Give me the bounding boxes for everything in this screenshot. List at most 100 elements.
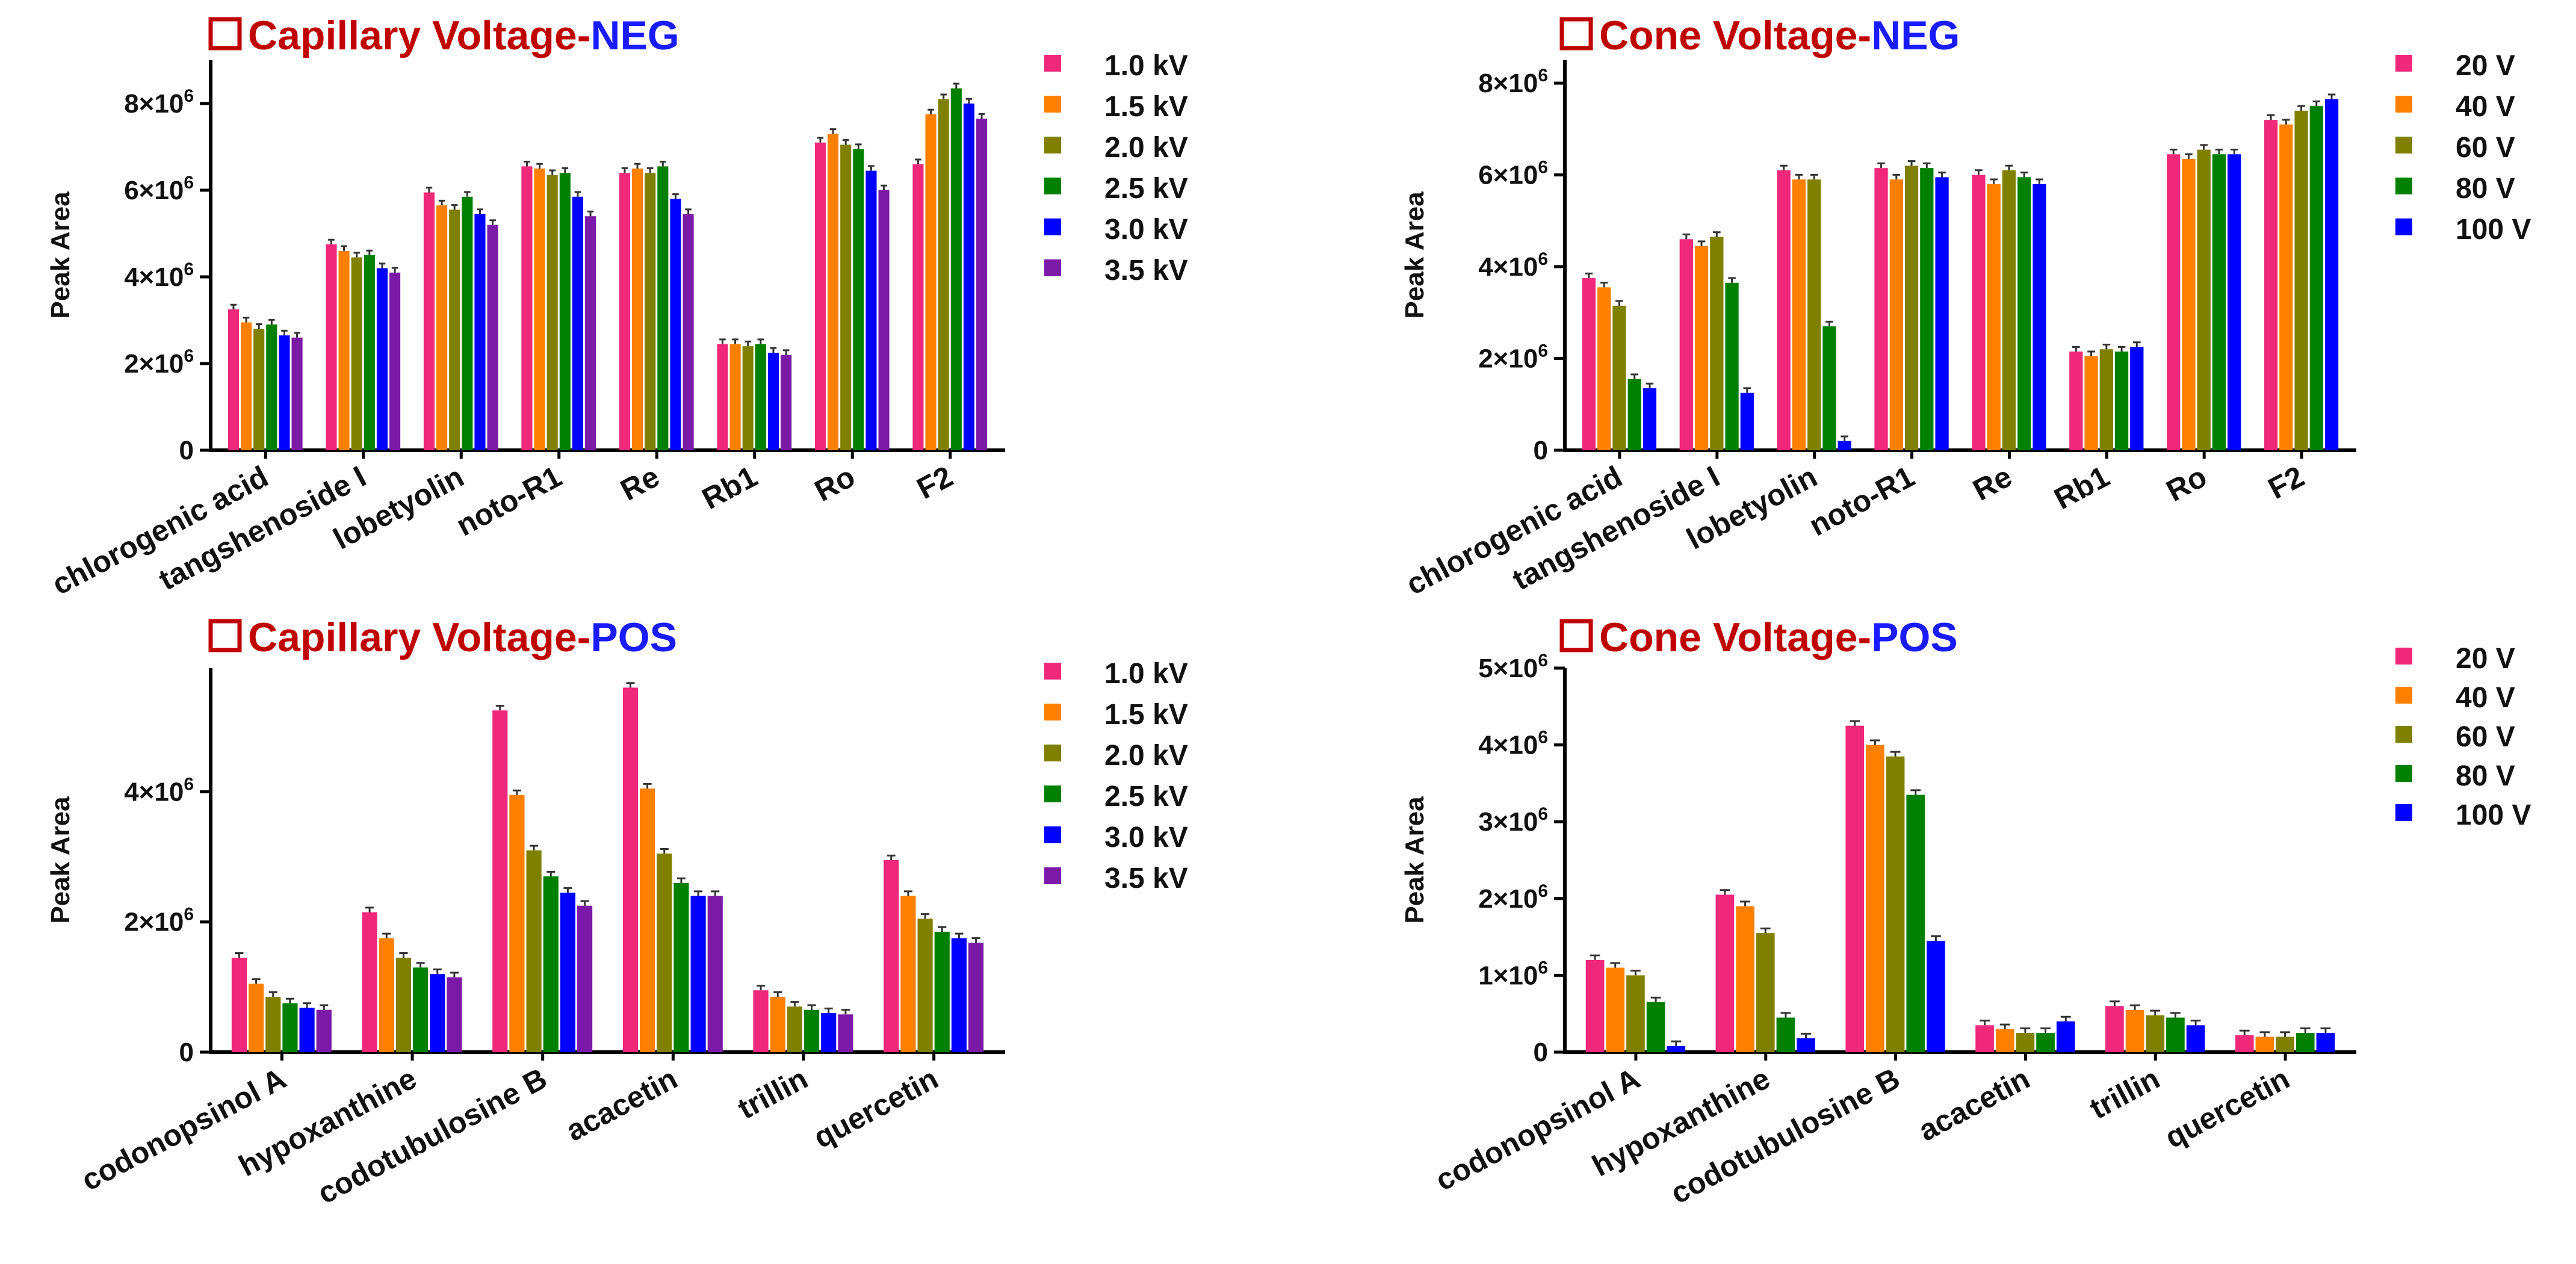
bar [1679, 239, 1693, 450]
error-bar [1810, 173, 1818, 180]
bar [1935, 177, 1949, 450]
error-bar [1795, 173, 1803, 180]
legend-swatch [2395, 726, 2412, 743]
error-bar [1720, 889, 1730, 895]
error-bar [921, 913, 930, 919]
error-bar [2280, 1031, 2290, 1037]
bar [853, 149, 864, 450]
error-bar [1801, 1032, 1812, 1039]
x-category-label: acacetin [1913, 1061, 2035, 1147]
bar [821, 1013, 837, 1052]
error-bar [1780, 1012, 1791, 1018]
bar [950, 88, 962, 451]
error-bar [643, 782, 652, 789]
error-bar [1585, 272, 1593, 279]
bar [326, 244, 337, 450]
error-bar [732, 338, 738, 344]
y-tick-label: 4×106 [1478, 249, 1548, 282]
x-category-label: quercetin [2160, 1061, 2295, 1154]
bar [1585, 959, 1605, 1052]
error-bar [971, 937, 980, 943]
error-bar [2102, 344, 2111, 350]
bar [1725, 282, 1739, 450]
error-bar [1999, 1023, 2010, 1029]
bar [1777, 170, 1791, 450]
legend-swatch [1044, 137, 1061, 153]
legend-label: 3.0 kV [1104, 214, 1188, 246]
bar [253, 329, 265, 450]
bar [546, 175, 558, 450]
bar [364, 255, 375, 450]
legend-label: 40 V [2456, 682, 2515, 714]
chart-title: Capillary Voltage-POS [248, 615, 677, 660]
bar [1740, 392, 1754, 450]
error-bar [450, 971, 459, 977]
bar [1874, 168, 1888, 450]
legend-swatch [2395, 765, 2412, 782]
bar [2146, 1015, 2165, 1052]
bar [266, 324, 277, 450]
legend-label: 2.5 kV [1104, 173, 1188, 205]
legend-label: 100 V [2456, 214, 2531, 246]
error-bar [2060, 1015, 2071, 1021]
error-bar [399, 952, 408, 958]
legend-label: 60 V [2456, 721, 2515, 753]
bar [338, 250, 350, 450]
bar [770, 997, 785, 1052]
bar [1904, 166, 1919, 450]
bar [1906, 795, 1925, 1052]
error-bar [2267, 114, 2275, 120]
bar [934, 931, 950, 1052]
bar [231, 958, 247, 1052]
y-axis-label: Peak Area [46, 191, 75, 319]
legend-label: 60 V [2456, 132, 2515, 164]
x-category-label: Re [1968, 459, 2017, 507]
bar [2002, 170, 2016, 450]
error-bar [1610, 962, 1621, 968]
error-bar [1590, 954, 1600, 960]
bar [559, 173, 571, 450]
bar [2069, 352, 2083, 450]
error-bar [1938, 172, 1946, 178]
error-bar [433, 968, 442, 974]
error-bar [365, 906, 374, 912]
bar [838, 1014, 853, 1052]
y-tick-label: 4×106 [124, 774, 194, 807]
x-category-label: F2 [911, 459, 958, 506]
error-bar [757, 985, 766, 991]
bar [767, 353, 779, 450]
bar [2276, 1036, 2294, 1052]
x-category-label: Rb1 [2049, 459, 2115, 516]
legend-swatch [1044, 218, 1061, 235]
error-bar [1600, 282, 1608, 288]
error-bar [303, 1002, 312, 1008]
error-bar [2215, 149, 2223, 155]
error-bar [2020, 172, 2028, 178]
bar [249, 984, 264, 1052]
bar [963, 104, 974, 450]
x-category-label: Ro [2161, 459, 2212, 508]
error-bar [711, 890, 720, 896]
error-bar [626, 682, 635, 688]
bar [1582, 278, 1596, 450]
y-tick-label: 0 [1534, 1038, 1548, 1067]
error-bar [416, 962, 425, 968]
bar [423, 192, 435, 450]
error-bar [790, 1001, 799, 1007]
bar [1866, 745, 1884, 1052]
bar [282, 1003, 298, 1052]
bar [925, 114, 937, 450]
square-outline-icon [208, 619, 242, 652]
chart-title: Cone Voltage-POS [1599, 615, 1958, 660]
error-bar [328, 238, 335, 244]
error-bar [1910, 789, 1921, 795]
error-bar [477, 208, 483, 214]
bar [865, 170, 877, 450]
legend-swatch [1044, 704, 1061, 720]
bar [2166, 1017, 2185, 1052]
bar [2016, 1033, 2035, 1052]
bar [1776, 1017, 1795, 1052]
square-outline-icon [208, 17, 242, 51]
bar [1667, 1046, 1686, 1052]
